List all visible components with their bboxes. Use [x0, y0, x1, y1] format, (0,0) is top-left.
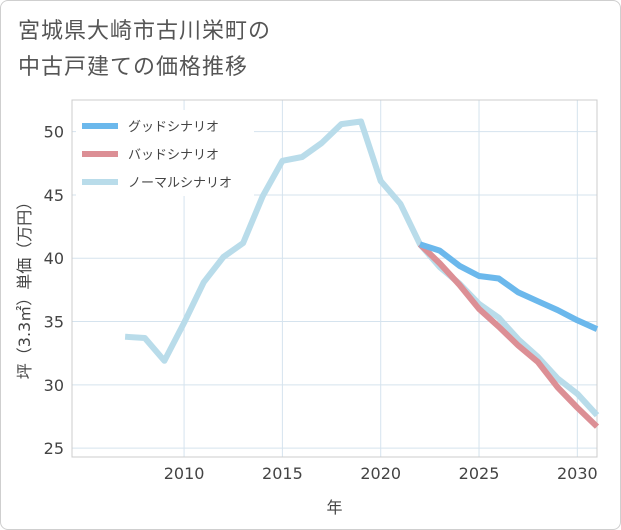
y-tick-label: 35 — [44, 313, 64, 332]
x-axis-label: 年 — [326, 498, 342, 517]
x-tick-label: 2015 — [262, 464, 303, 483]
legend-item-normal-label: ノーマルシナリオ — [128, 176, 232, 191]
y-tick-labels: 25 30 35 40 45 50 — [44, 123, 64, 458]
x-tick-labels: 2010 2015 2020 2025 2030 — [164, 464, 598, 483]
series-group — [124, 118, 600, 429]
y-tick-label: 40 — [44, 249, 64, 268]
y-tick-label: 50 — [44, 123, 64, 142]
x-tick-label: 2030 — [557, 464, 598, 483]
legend-item-bad-label: バッドシナリオ — [128, 148, 219, 163]
legend-item-good-label: グッドシナリオ — [128, 120, 219, 135]
y-tick-label: 45 — [44, 186, 64, 205]
x-tick-label: 2010 — [164, 464, 205, 483]
bad-scenario-line — [417, 242, 600, 429]
good-scenario-line — [419, 241, 599, 332]
y-tick-label: 25 — [44, 439, 64, 458]
y-tick-label: 30 — [44, 376, 64, 395]
chart-title: 宮城県大崎市古川栄町の 中古戸建ての価格推移 — [18, 19, 272, 80]
normal-scenario-line — [124, 118, 600, 418]
y-axis-label: 坪（3.3㎡）単価（万円） — [15, 194, 34, 379]
x-tick-label: 2025 — [459, 464, 500, 483]
x-tick-label: 2020 — [360, 464, 401, 483]
plot-border — [71, 99, 598, 458]
